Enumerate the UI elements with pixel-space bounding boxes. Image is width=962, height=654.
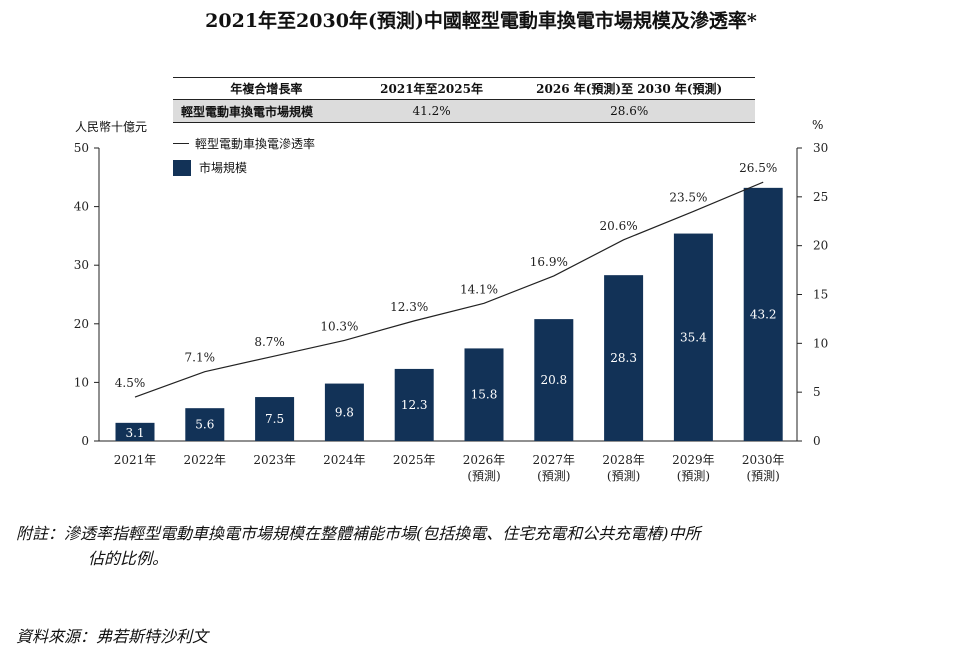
- line-value-label: 16.9%: [530, 255, 568, 269]
- line-value-label: 14.1%: [460, 282, 498, 296]
- x-tick-label: 2028年: [602, 453, 645, 467]
- line-value-label: 4.5%: [115, 376, 146, 390]
- bar: [255, 397, 295, 441]
- x-tick-label: 2021年: [114, 453, 157, 467]
- cagr-header-label: 年複合增長率: [173, 77, 360, 100]
- penetration-rate-line: [134, 181, 764, 398]
- x-tick-label: 2024年: [323, 453, 366, 467]
- legend-line-label: 輕型電動車換電滲透率: [195, 137, 316, 151]
- source-note: 資料來源：弗若斯特沙利文: [16, 627, 209, 646]
- line-value-label: 7.1%: [185, 351, 216, 365]
- line-value-label: 10.3%: [320, 319, 358, 333]
- chart-title: 2021年至2030年(預測)中國輕型電動車換電市場規模及滲透率*: [205, 10, 757, 32]
- bar: [534, 319, 574, 441]
- right-tick-label: 30: [813, 141, 828, 155]
- bar: [743, 187, 783, 441]
- legend-line-item: 輕型電動車換電滲透率: [173, 135, 315, 152]
- line-value-label: 12.3%: [390, 300, 428, 314]
- bar-value-label: 3.1: [125, 426, 144, 440]
- bar: [673, 233, 713, 441]
- footnote-text-line1: 滲透率指輕型電動車換電市場規模在整體補能市場(包括換電、住宅充電和公共充電樁)中…: [64, 524, 701, 543]
- right-tick-label: 15: [813, 288, 828, 302]
- bar: [324, 383, 364, 441]
- cagr-value-period2: 28.6%: [503, 99, 755, 123]
- x-tick-label: 2022年: [184, 453, 227, 467]
- x-tick-label: 2027年: [533, 453, 576, 467]
- x-tick-sublabel: (預測): [607, 469, 640, 483]
- x-tick-sublabel: (預測): [467, 469, 500, 483]
- legend-bar-swatch: [173, 159, 191, 176]
- bar-value-label: 43.2: [750, 307, 777, 321]
- line-value-label: 8.7%: [254, 335, 285, 349]
- legend-line-swatch: [173, 143, 189, 144]
- left-tick-label: 50: [74, 141, 89, 155]
- cagr-header-period2: 2026 年(預測)至 2030 年(預測): [503, 77, 755, 100]
- bar-value-label: 15.8: [471, 388, 498, 402]
- bar: [394, 368, 434, 441]
- cagr-row-label: 輕型電動車換電市場規模: [173, 99, 360, 123]
- cagr-data-row: 輕型電動車換電市場規模 41.2% 28.6%: [173, 99, 755, 123]
- bar-value-label: 5.6: [195, 418, 214, 432]
- right-tick-label: 25: [813, 190, 828, 204]
- cagr-value-period1: 41.2%: [359, 99, 504, 123]
- right-axis-unit: %: [812, 118, 824, 132]
- x-tick-label: 2023年: [253, 453, 296, 467]
- line-value-label: 23.5%: [669, 190, 707, 204]
- bar-value-label: 7.5: [265, 412, 284, 426]
- bar-value-label: 20.8: [540, 373, 567, 387]
- right-tick-label: 0: [813, 434, 821, 448]
- left-axis-unit: 人民幣十億元: [75, 120, 148, 134]
- bar: [604, 275, 644, 441]
- right-tick-label: 5: [813, 385, 821, 399]
- left-tick-label: 40: [74, 200, 89, 214]
- left-tick-label: 10: [74, 375, 89, 389]
- left-tick-label: 30: [74, 258, 89, 272]
- bar-value-label: 28.3: [610, 351, 637, 365]
- chart-plot: 0 10 20 30 40 50 0 5 10 15 20 25 30 3.1 5.6 7.5 9.8 12.3 1…: [74, 141, 829, 483]
- right-tick-label: 20: [813, 239, 828, 253]
- bar: [115, 422, 155, 441]
- x-tick-label: 2026年: [463, 453, 506, 467]
- x-tick-sublabel: (預測): [537, 469, 570, 483]
- bar-value-label: 35.4: [680, 330, 707, 344]
- line-value-label: 20.6%: [600, 219, 638, 233]
- cagr-header-period1: 2021年至2025年: [359, 77, 504, 100]
- x-tick-sublabel: (預測): [677, 469, 710, 483]
- cagr-table: 年複合增長率 2021年至2025年 2026 年(預測)至 2030 年(預測…: [173, 77, 755, 123]
- x-tick-sublabel: (預測): [747, 469, 780, 483]
- right-tick-label: 10: [813, 336, 828, 350]
- footnote-text-line2: 佔的比例。: [88, 549, 169, 568]
- legend-bar-item: 市場規模: [173, 159, 247, 176]
- cagr-header-row: 年複合增長率 2021年至2025年 2026 年(預測)至 2030 年(預測…: [173, 77, 755, 100]
- bar-value-label: 12.3: [401, 398, 428, 412]
- x-tick-label: 2029年: [672, 453, 715, 467]
- footnote-label: 附註：: [16, 524, 65, 543]
- x-tick-label: 2030年: [742, 453, 785, 467]
- bar-value-label: 9.8: [335, 405, 354, 419]
- footnote: 附註：滲透率指輕型電動車換電市場規模在整體補能市場(包括換電、住宅充電和公共充電…: [16, 521, 951, 571]
- bar: [464, 348, 504, 441]
- line-value-label: 26.5%: [739, 161, 777, 175]
- bar: [185, 408, 225, 441]
- left-tick-label: 0: [81, 434, 89, 448]
- legend-bar-label: 市場規模: [199, 161, 248, 175]
- x-tick-label: 2025年: [393, 453, 436, 467]
- left-tick-label: 20: [74, 317, 89, 331]
